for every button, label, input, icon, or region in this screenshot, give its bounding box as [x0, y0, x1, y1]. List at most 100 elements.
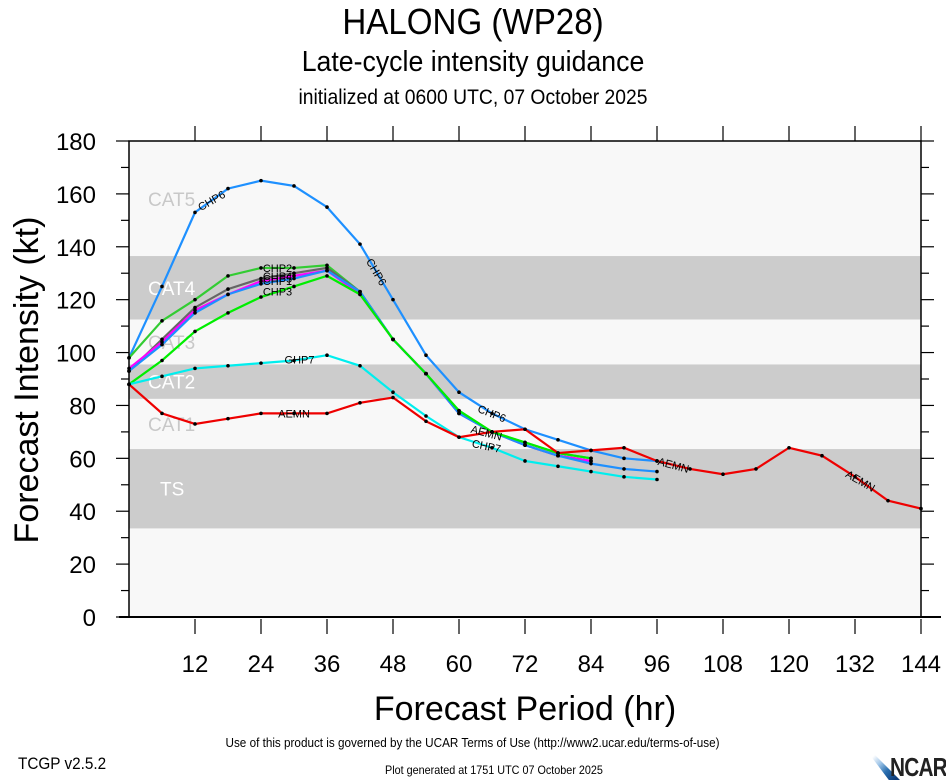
data-point-aemn: [160, 411, 164, 416]
category-bands: [129, 141, 921, 617]
data-point-chp6: [259, 178, 263, 183]
x-tick-label: 60: [446, 651, 473, 678]
data-point-chp6: [358, 242, 362, 246]
x-tick-label: 144: [901, 651, 941, 678]
series-label-chp4: CHP4: [263, 271, 292, 283]
x-tick-label: 120: [769, 651, 809, 678]
data-point-chp1: [655, 469, 659, 474]
data-point-chp1: [523, 443, 527, 447]
y-tick-label: 0: [83, 605, 96, 632]
data-point-chp3: [259, 295, 263, 299]
data-point-chp1: [589, 461, 593, 466]
data-point-chp5: [259, 279, 263, 283]
data-point-chp6: [292, 184, 296, 188]
data-point-chp6: [457, 390, 461, 395]
data-point-aemn: [523, 427, 527, 432]
x-tick-label: 24: [248, 651, 275, 678]
data-point-chp1: [193, 311, 197, 315]
chart-init-time: initialized at 0600 UTC, 07 October 2025: [298, 86, 648, 109]
y-tick-label: 160: [56, 182, 96, 209]
ncar-logo: NCAR: [872, 752, 946, 782]
terms-of-use: Use of this product is governed by the U…: [225, 735, 720, 750]
band-label-cat3: CAT3: [148, 333, 195, 354]
series-label-chp2: CHP2: [263, 263, 292, 275]
data-point-ghp7: [391, 390, 395, 395]
data-point-chp6: [226, 186, 230, 191]
data-point-chp2: [226, 274, 230, 278]
data-point-chp1: [457, 411, 461, 416]
data-point-chp6: [193, 210, 197, 215]
data-point-ghp7: [424, 414, 428, 418]
data-point-chp6: [622, 456, 626, 461]
data-point-ghp7: [325, 353, 329, 358]
y-tick-label: 100: [56, 341, 96, 368]
data-point-chp6: [424, 353, 428, 358]
data-point-aemn: [820, 453, 824, 458]
data-point-aemn: [886, 498, 890, 503]
data-point-chp1: [292, 276, 296, 281]
data-point-chp1: [259, 282, 263, 286]
y-tick-label: 60: [69, 446, 96, 473]
data-point-chp3: [292, 284, 296, 289]
data-point-chp5: [589, 459, 593, 463]
data-point-chp6: [490, 411, 494, 416]
x-tick-label: 36: [314, 651, 341, 678]
data-point-aemn: [490, 430, 494, 434]
data-point-aemn: [853, 475, 857, 479]
data-point-aemn: [292, 411, 296, 416]
data-point-chp3: [358, 292, 362, 297]
data-point-chp3: [193, 329, 197, 334]
data-point-aemn: [688, 467, 692, 471]
data-point-ghp7: [523, 459, 527, 463]
data-point-aemn: [787, 445, 791, 450]
category-labels: TS CAT1 CAT2 CAT3 CAT4 CAT5: [148, 190, 196, 501]
data-point-aemn: [193, 422, 197, 426]
x-tick-label: 108: [703, 651, 743, 678]
band-label-ts: TS: [160, 480, 184, 501]
data-point-aemn: [622, 445, 626, 450]
data-point-ghp7: [259, 361, 263, 365]
band-label-cat2: CAT2: [148, 373, 195, 394]
data-point-chp1: [160, 342, 164, 347]
data-point-chp4: [226, 287, 230, 291]
y-tick-label: 180: [56, 129, 96, 156]
data-point-chp1: [622, 467, 626, 471]
data-point-chp3: [424, 371, 428, 376]
data-point-ghp7: [655, 477, 659, 482]
series-label-chp1: CHP1: [263, 276, 292, 288]
data-point-chp2: [292, 266, 296, 270]
chart-title: HALONG (WP28): [342, 1, 604, 42]
axes: 0 20 40 60 80 100 120 140 160 180 12 24 36 48 60 72 84 96…: [56, 126, 941, 678]
series-label-aemn: AEMN: [278, 408, 310, 420]
y-tick-label: 140: [56, 235, 96, 262]
data-point-chp2: [160, 319, 164, 323]
y-tick-label: 80: [69, 393, 96, 420]
y-tick-label: 40: [69, 499, 96, 526]
data-point-chp4: [160, 337, 164, 342]
data-point-aemn: [556, 451, 560, 455]
data-point-chp4: [292, 271, 296, 276]
series-label-ghp7: GHP7: [285, 355, 315, 367]
data-point-aemn: [259, 411, 263, 416]
series-label-ghp7: CHP7: [471, 438, 502, 456]
data-point-chp5: [193, 308, 197, 313]
x-tick-label: 72: [512, 651, 539, 678]
data-point-chp3: [391, 337, 395, 342]
data-point-aemn: [391, 395, 395, 400]
chart-subtitle: Late-cycle intensity guidance: [301, 46, 645, 78]
series-label-chp5: CHP5: [263, 274, 292, 286]
data-point-chp4: [325, 266, 329, 270]
data-point-chp2: [193, 297, 197, 302]
band-label-cat1: CAT1: [148, 415, 195, 436]
series-label-chp3: CHP3: [263, 287, 292, 299]
data-point-aemn: [655, 459, 659, 463]
data-point-chp1: [556, 453, 560, 458]
data-point-ghp7: [193, 366, 197, 371]
series-points: [127, 178, 923, 511]
data-point-chp6: [556, 438, 560, 442]
x-tick-label: 96: [644, 651, 671, 678]
data-point-chp3: [589, 456, 593, 461]
data-point-chp3: [160, 358, 164, 363]
data-point-chp6: [160, 284, 164, 289]
